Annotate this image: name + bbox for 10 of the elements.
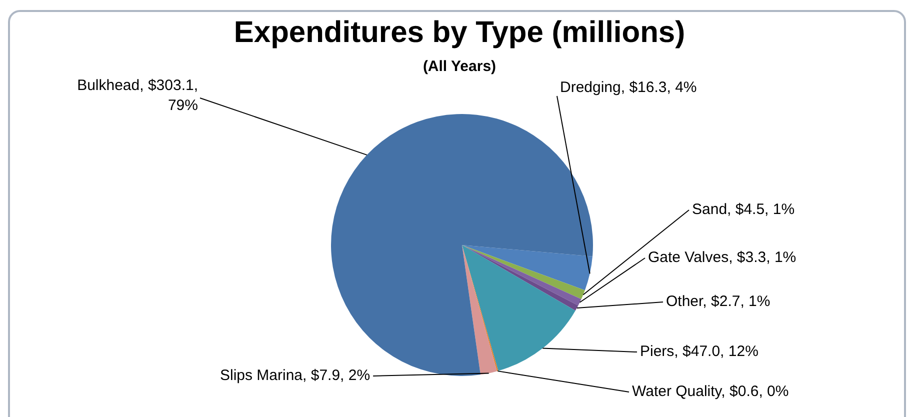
chart-subtitle: (All Years) [422, 58, 498, 75]
slice-label: Water Quality, $0.6, 0% [632, 383, 789, 400]
slice-label: Dredging, $16.3, 4% [560, 79, 697, 96]
slice-label: Gate Valves, $3.3, 1% [648, 249, 796, 266]
slice-label: Sand, $4.5, 1% [692, 201, 795, 218]
slice-label: Bulkhead, $303.1, 79% [77, 77, 198, 114]
slice-label: Other, $2.7, 1% [666, 293, 770, 310]
slice-label: Piers, $47.0, 12% [640, 343, 758, 360]
chart-title: Expenditures by Type (millions) [232, 16, 686, 50]
slice-label: Slips Marina, $7.9, 2% [220, 367, 370, 384]
